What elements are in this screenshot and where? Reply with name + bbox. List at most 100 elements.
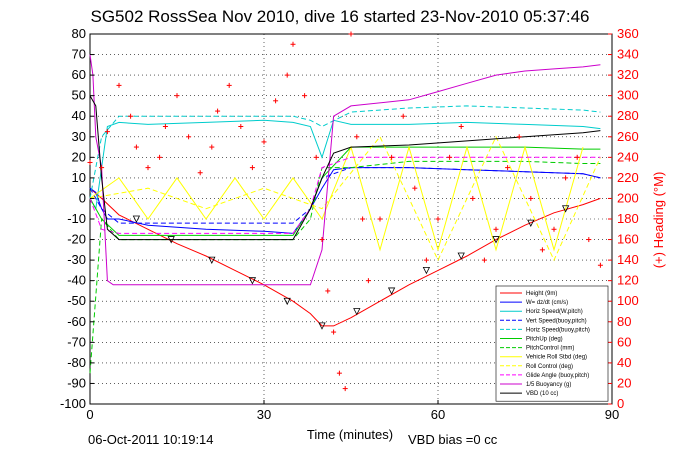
heading-point bbox=[342, 386, 348, 392]
heading-point bbox=[586, 237, 592, 243]
heading-point bbox=[209, 144, 215, 150]
heading-point bbox=[435, 216, 441, 222]
heading-point bbox=[87, 159, 93, 165]
y-right-tick-label: 80 bbox=[617, 314, 631, 329]
y-left-tick-label: 10 bbox=[72, 170, 86, 185]
y-left-tick-label: -60 bbox=[67, 314, 86, 329]
y-right-tick-label: 140 bbox=[617, 252, 639, 267]
heading-point bbox=[261, 139, 267, 145]
legend-entry: W= dz/dt (cm/s) bbox=[526, 300, 568, 306]
series-line-8 bbox=[89, 135, 601, 262]
heading-point bbox=[104, 129, 110, 135]
legend-entry: Height (9m) bbox=[526, 291, 557, 297]
legend-entry: PitchUp (deg) bbox=[526, 337, 563, 343]
y-right-tick-label: 120 bbox=[617, 273, 639, 288]
heading-point bbox=[336, 370, 342, 376]
legend-entry: Horiz Speed(W,pitch) bbox=[526, 309, 583, 315]
y-right-tick-label: 60 bbox=[617, 334, 631, 349]
series-line-6 bbox=[89, 160, 601, 374]
heading-point bbox=[249, 165, 255, 171]
triangle-marker bbox=[422, 266, 431, 275]
y-right-tick-label: 220 bbox=[617, 170, 639, 185]
heading-point bbox=[348, 31, 354, 37]
heading-point bbox=[574, 154, 580, 160]
heading-point bbox=[493, 226, 499, 232]
x-tick-label: 0 bbox=[86, 407, 93, 422]
y-left-tick-label: 50 bbox=[72, 88, 86, 103]
y-right-tick-label: 240 bbox=[617, 149, 639, 164]
y-right-tick-label: 180 bbox=[617, 211, 639, 226]
heading-point bbox=[226, 82, 232, 88]
heading-point bbox=[365, 278, 371, 284]
y-left-tick-label: -50 bbox=[67, 293, 86, 308]
y-right-tick-label: 200 bbox=[617, 190, 639, 205]
heading-point bbox=[290, 41, 296, 47]
y-left-tick-label: -20 bbox=[67, 232, 86, 247]
triangle-marker bbox=[208, 256, 216, 265]
triangle-marker bbox=[527, 219, 535, 228]
heading-point bbox=[458, 124, 464, 129]
heading-point bbox=[313, 154, 319, 160]
y-left-tick-label: 30 bbox=[72, 129, 86, 144]
triangle-marker bbox=[248, 277, 257, 285]
ticks-layer: 80706050403020100-10-20-30-40-50-60-70-8… bbox=[60, 26, 639, 422]
heading-point bbox=[354, 134, 360, 140]
series-line-10 bbox=[89, 54, 601, 286]
heading-point bbox=[597, 262, 603, 268]
series-line-9 bbox=[89, 156, 601, 234]
heading-point bbox=[470, 195, 476, 201]
triangle-marker bbox=[283, 297, 291, 306]
heading-point bbox=[197, 170, 203, 176]
legend-entry: PitchControl (mm) bbox=[526, 346, 574, 352]
heading-point bbox=[389, 154, 395, 160]
heading-layer bbox=[87, 31, 603, 392]
heading-point bbox=[412, 185, 418, 191]
x-tick-label: 30 bbox=[257, 407, 271, 422]
x-axis-label: Time (minutes) bbox=[307, 427, 393, 442]
series-layer bbox=[89, 54, 601, 374]
series-line-7 bbox=[89, 145, 584, 252]
y-right-tick-label: 280 bbox=[617, 108, 639, 123]
y-left-tick-label: -90 bbox=[67, 375, 86, 390]
y-right-tick-label: 360 bbox=[617, 26, 639, 41]
legend-entry: Glide Angle (buoy,pitch) bbox=[526, 373, 589, 379]
legend-entry: VBD (10 cc) bbox=[526, 391, 558, 397]
x-tick-label: 90 bbox=[605, 407, 619, 422]
heading-point bbox=[273, 98, 279, 104]
y-left-tick-label: 70 bbox=[72, 47, 86, 62]
legend-entry: Roll Control (deg) bbox=[526, 364, 573, 370]
y-right-tick-label: 340 bbox=[617, 47, 639, 62]
y-left-tick-label: -80 bbox=[67, 355, 86, 370]
y-left-tick-label: 60 bbox=[72, 67, 86, 82]
y-right-tick-label: 320 bbox=[617, 67, 639, 82]
heading-point bbox=[551, 226, 557, 232]
x-tick-label: 60 bbox=[431, 407, 445, 422]
triangle-marker bbox=[318, 322, 326, 330]
heading-point bbox=[481, 257, 487, 263]
chart-title: SG502 RossSea Nov 2010, dive 16 started … bbox=[91, 7, 590, 26]
y-left-tick-label: 40 bbox=[72, 108, 86, 123]
legend-entry: Vert Speed(buoy,pitch) bbox=[526, 318, 587, 324]
y-left-tick-label: -100 bbox=[60, 396, 86, 411]
heading-point bbox=[174, 93, 180, 99]
legend-entry: Horiz Speed(buoy,pitch) bbox=[526, 327, 590, 333]
triangle-marker-layer bbox=[132, 205, 570, 330]
series-line-0 bbox=[89, 187, 601, 327]
heading-point bbox=[215, 108, 221, 114]
y-left-tick-label: -30 bbox=[67, 252, 86, 267]
legend: Height (9m) W= dz/dt (cm/s) Horiz Speed(W,… bbox=[495, 285, 609, 402]
heading-point bbox=[284, 72, 290, 78]
heading-point bbox=[133, 144, 139, 150]
heading-point bbox=[377, 216, 383, 222]
y-left-tick-label: 20 bbox=[72, 149, 86, 164]
heading-point bbox=[447, 154, 453, 160]
heading-point bbox=[162, 124, 168, 129]
legend-entry: 1/5 Buoyancy (g) bbox=[526, 382, 571, 388]
heading-point bbox=[360, 216, 366, 222]
heading-point bbox=[539, 247, 545, 253]
triangle-marker bbox=[492, 236, 500, 244]
heading-point bbox=[325, 288, 331, 294]
series-line-11 bbox=[89, 95, 601, 241]
